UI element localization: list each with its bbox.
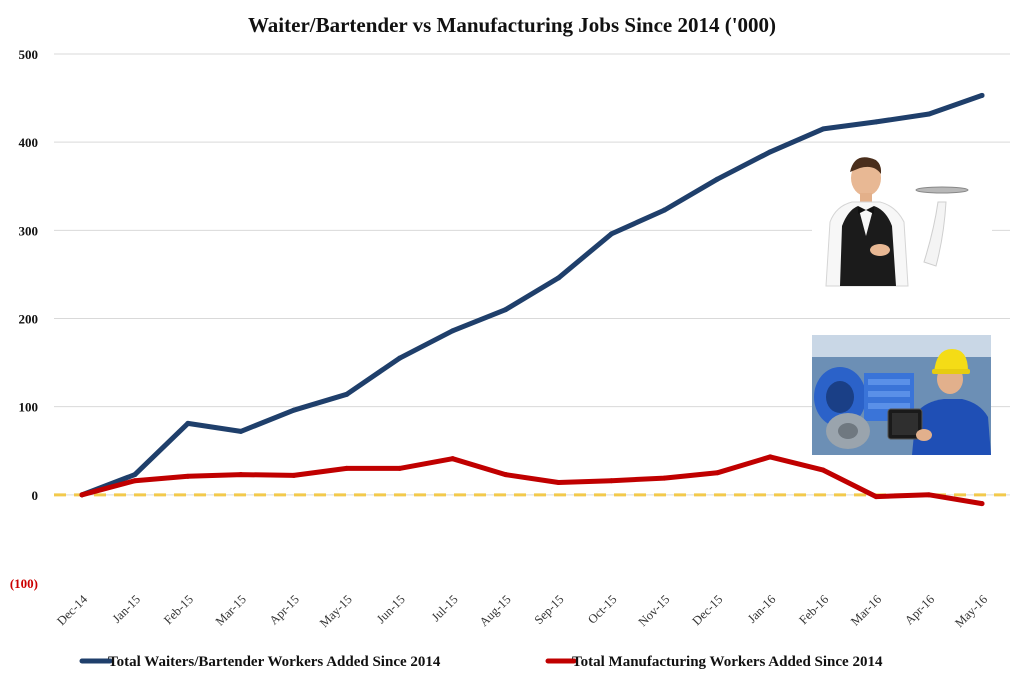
y-tick-label: 200 [19,312,39,327]
waiters-series-line [79,92,985,498]
data-point [185,473,191,479]
data-point [503,472,509,478]
data-point [714,470,720,476]
data-point [661,475,667,481]
data-point [767,454,773,460]
factory-worker-illustration [812,335,991,455]
data-point [238,472,244,478]
chart-title: Waiter/Bartender vs Manufacturing Jobs S… [248,13,776,37]
data-point [979,92,985,98]
y-axis: 500 400 300 200 100 0 (100) [10,47,38,591]
y-tick-label: 300 [19,223,39,238]
data-point [450,456,456,462]
series-lines [79,92,985,507]
data-point [185,420,191,426]
data-point [238,428,244,434]
data-point [132,478,138,484]
data-point [714,176,720,182]
data-point [926,492,932,498]
y-tick-label: 0 [32,488,39,503]
data-point [79,492,85,498]
data-point [820,126,826,132]
data-point [397,355,403,361]
y-tick-label: 100 [19,400,39,415]
data-point [767,149,773,155]
data-point [979,501,985,507]
data-point [450,328,456,334]
y-tick-label: 400 [19,135,39,150]
data-point [555,479,561,485]
data-point [291,407,297,413]
data-point [503,307,509,313]
data-point [397,465,403,471]
data-point [344,465,350,471]
legend-label-manufacturing: Total Manufacturing Workers Added Since … [572,654,883,670]
data-point [608,231,614,237]
data-point [344,391,350,397]
legend-label-waiters: Total Waiters/Bartender Workers Added Si… [108,654,441,670]
gridlines [54,53,1010,496]
data-point [608,478,614,484]
data-point [873,494,879,500]
manufacturing-series-line [79,454,985,507]
legend: Total Waiters/Bartender Workers Added Si… [79,654,883,670]
data-point [132,472,138,478]
data-point [820,467,826,473]
y-tick-label: (100) [10,576,38,591]
waiter-illustration [812,150,992,287]
y-tick-label: 500 [19,47,39,62]
data-point [926,111,932,117]
data-point [555,275,561,281]
data-point [291,472,297,478]
data-point [873,119,879,125]
data-point [661,207,667,213]
